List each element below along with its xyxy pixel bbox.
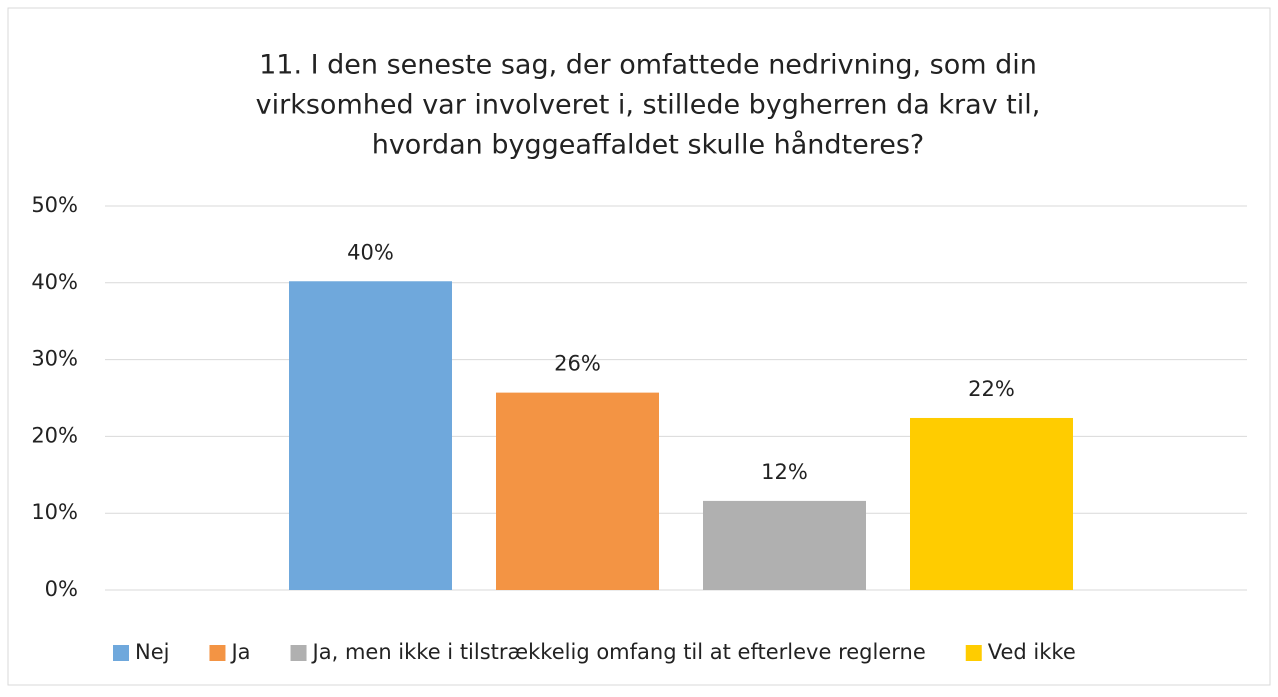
y-tick-label: 30% xyxy=(31,347,78,371)
chart-title: hvordan byggeaffaldet skulle håndteres? xyxy=(372,130,925,161)
y-tick-label: 0% xyxy=(45,577,78,601)
legend-swatch xyxy=(290,645,307,661)
legend-swatch xyxy=(965,645,982,661)
bar xyxy=(910,417,1073,590)
legend-label: Ja xyxy=(229,640,250,664)
data-label: 12% xyxy=(761,460,808,484)
legend-label: Ved ikke xyxy=(988,640,1076,664)
data-label: 40% xyxy=(347,240,394,264)
data-label: 26% xyxy=(554,352,601,376)
bar xyxy=(496,392,659,590)
y-tick-label: 50% xyxy=(31,193,78,217)
y-tick-label: 10% xyxy=(31,500,78,524)
bar xyxy=(289,281,452,590)
legend-label: Nej xyxy=(135,640,169,664)
data-label: 22% xyxy=(968,377,1015,401)
legend-label: Ja, men ikke i tilstrækkelig omfang til … xyxy=(311,640,926,664)
bar xyxy=(703,500,866,590)
chart-title: virksomhed var involveret i, stillede by… xyxy=(256,90,1041,121)
legend-swatch xyxy=(113,645,129,661)
legend-swatch xyxy=(209,645,226,661)
chart-title: 11. I den seneste sag, der omfattede ned… xyxy=(259,50,1037,81)
y-tick-label: 20% xyxy=(31,423,78,447)
y-tick-label: 40% xyxy=(31,270,78,294)
